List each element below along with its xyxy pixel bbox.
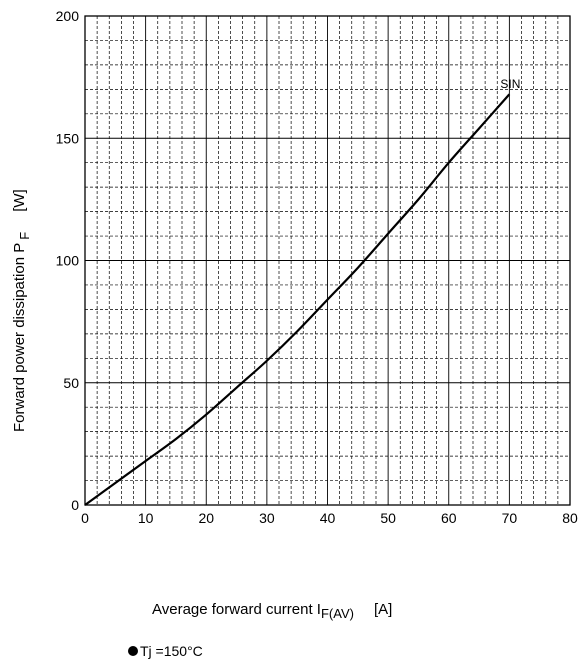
y-axis-title: Forward power dissipation P F [W] [11,189,32,432]
series-line-sin [84,93,511,506]
x-axis-title: Average forward current IF(AV) [A] [152,601,392,621]
x-tick-label: 50 [380,510,396,526]
y-tick-label: 200 [56,8,80,24]
x-axis-title-sub: F(AV) [321,606,354,621]
x-axis-title-main: Average forward current I [152,601,321,618]
condition-note: Tj =150°C [128,643,203,659]
condition-text: Tj =150°C [140,643,203,659]
x-axis-title-unit: [A] [374,601,392,618]
tick-labels: 0 10 20 30 40 50 60 70 80 0 50 100 150 200 [56,8,578,526]
x-tick-label: 30 [259,510,275,526]
x-tick-label: 20 [198,510,214,526]
x-tick-label: 10 [138,510,154,526]
bullet-dot-icon [128,646,138,656]
y-tick-label: 100 [56,253,80,269]
series-label: SIN [500,77,520,91]
y-tick-label: 0 [71,497,79,513]
y-axis-title-sub: F [17,232,32,240]
x-tick-label: 40 [320,510,336,526]
x-tick-label: 80 [562,510,578,526]
y-axis-title-main: Forward power dissipation P [11,243,28,432]
major-grid [85,16,570,505]
plot-frame [84,15,571,506]
y-tick-label: 150 [56,130,80,146]
x-tick-label: 0 [81,510,89,526]
series-layer: SIN [84,77,520,506]
y-axis-title-unit: [W] [11,189,28,212]
x-tick-label: 70 [502,510,518,526]
y-tick-label: 50 [63,375,79,391]
x-tick-label: 60 [441,510,457,526]
